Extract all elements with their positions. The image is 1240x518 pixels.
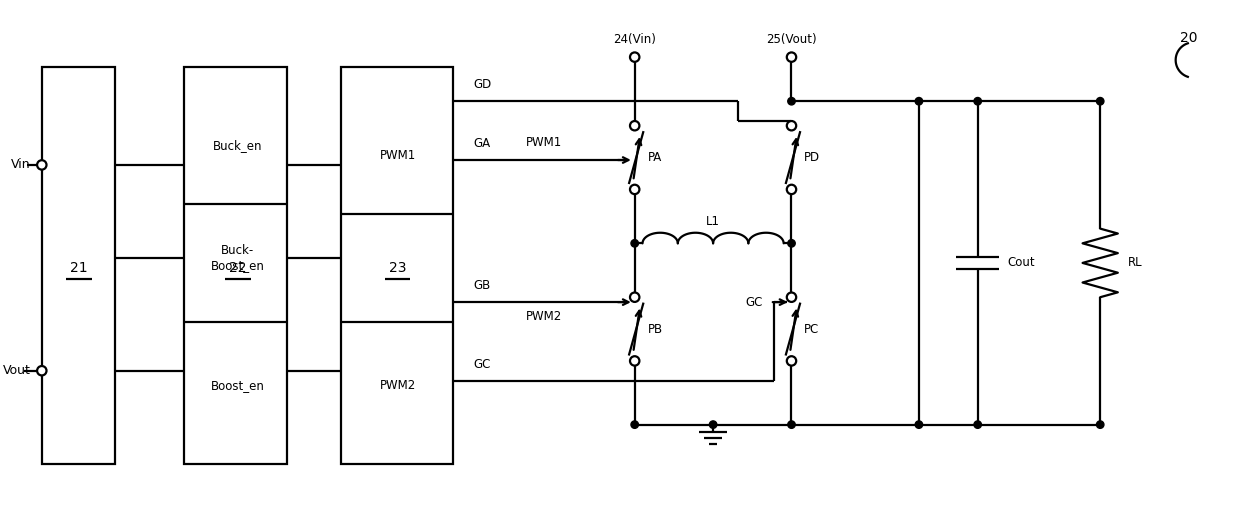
Text: PWM1: PWM1: [379, 149, 415, 162]
Text: 25(Vout): 25(Vout): [766, 33, 817, 46]
Text: GB: GB: [472, 279, 490, 292]
Text: Buck-
Boost_en: Buck- Boost_en: [211, 244, 264, 272]
Text: L1: L1: [706, 215, 720, 228]
Circle shape: [709, 421, 717, 428]
Text: PC: PC: [805, 323, 820, 336]
Circle shape: [631, 421, 639, 428]
Text: PB: PB: [647, 323, 662, 336]
Circle shape: [37, 160, 47, 169]
Circle shape: [787, 52, 796, 62]
Text: PWM2: PWM2: [379, 379, 415, 392]
Circle shape: [1096, 97, 1104, 105]
Text: PWM2: PWM2: [526, 310, 562, 323]
Text: GD: GD: [472, 78, 491, 91]
Bar: [341, 67, 454, 464]
Circle shape: [787, 121, 796, 131]
Circle shape: [630, 293, 640, 302]
Text: 21: 21: [71, 261, 88, 275]
Circle shape: [787, 421, 795, 428]
Circle shape: [787, 293, 796, 302]
Circle shape: [787, 240, 795, 247]
Circle shape: [973, 421, 981, 428]
Text: PA: PA: [647, 151, 662, 164]
Bar: [184, 67, 286, 464]
Text: Vout: Vout: [4, 364, 31, 377]
Text: Cout: Cout: [1007, 256, 1034, 269]
Text: PWM1: PWM1: [526, 136, 562, 149]
Text: 24(Vin): 24(Vin): [614, 33, 656, 46]
Circle shape: [630, 121, 640, 131]
Text: PD: PD: [805, 151, 821, 164]
Circle shape: [37, 366, 47, 376]
Circle shape: [630, 185, 640, 194]
Text: 23: 23: [389, 261, 407, 275]
Circle shape: [915, 97, 923, 105]
Text: RL: RL: [1127, 256, 1142, 269]
Circle shape: [973, 97, 981, 105]
Text: 20: 20: [1179, 31, 1197, 45]
Text: Boost_en: Boost_en: [211, 379, 264, 392]
Circle shape: [630, 356, 640, 366]
Circle shape: [787, 356, 796, 366]
Circle shape: [915, 421, 923, 428]
Text: GA: GA: [472, 137, 490, 150]
Circle shape: [630, 52, 640, 62]
Text: 22: 22: [229, 261, 247, 275]
Circle shape: [787, 97, 795, 105]
Text: Vin: Vin: [10, 159, 30, 171]
Text: GC: GC: [745, 296, 763, 309]
Bar: [42, 67, 115, 464]
Circle shape: [1096, 421, 1104, 428]
Text: Buck_en: Buck_en: [213, 139, 263, 152]
Circle shape: [787, 185, 796, 194]
Text: GC: GC: [472, 358, 490, 371]
Circle shape: [631, 240, 639, 247]
